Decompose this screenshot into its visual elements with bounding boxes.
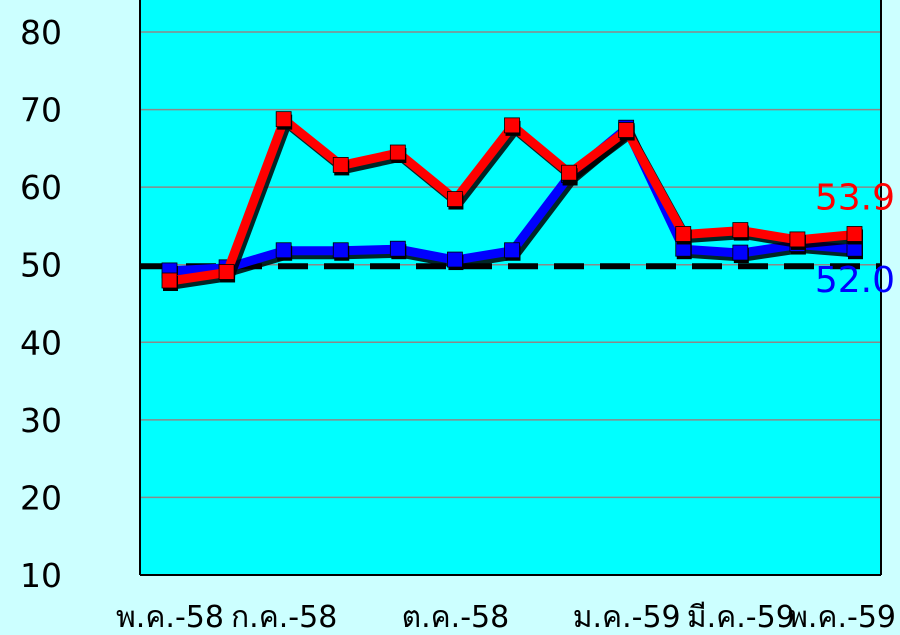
y-tick-labels: 10 20 30 40 50 60 70 80: [20, 13, 62, 595]
series-0-marker-6: [504, 242, 520, 259]
y-tick-label-60: 60: [20, 168, 62, 207]
x-tick-label-1: ก.ค.-58: [231, 600, 337, 635]
series-1-marker-2: [275, 111, 292, 128]
series-1-marker-1: [218, 264, 235, 280]
series-1-marker-3: [332, 157, 349, 173]
series-1-marker-8: [618, 122, 635, 138]
series-group: [161, 111, 863, 292]
series-1-marker-7: [561, 164, 577, 181]
axes: [139, 0, 882, 576]
y-tick-label-10: 10: [20, 556, 62, 595]
x-tick-label-0: พ.ค.-58: [116, 600, 224, 635]
series-1-end-label: 53.9: [815, 177, 895, 218]
series-1-marker-6: [504, 117, 520, 134]
x-tick-label-5: พ.ค.-59: [788, 600, 896, 635]
series-1-marker-11: [789, 231, 806, 248]
series-0-marker-5: [447, 251, 463, 268]
data-labels: 52.0 53.9: [815, 177, 895, 301]
series-1-marker-5: [447, 191, 463, 207]
y-tick-label-30: 30: [20, 401, 62, 440]
x-tick-label-3: ม.ค.-59: [573, 600, 681, 635]
series-1-marker-10: [732, 222, 749, 238]
series-0-marker-3: [332, 242, 349, 259]
series-0-marker-4: [389, 240, 406, 257]
x-tick-label-2: ต.ค.-58: [402, 600, 510, 635]
y-tick-label-70: 70: [20, 91, 62, 130]
series-0-marker-10: [732, 244, 749, 261]
plot-area: [140, 0, 881, 575]
x-tick-label-4: มี.ค.-59: [687, 600, 795, 635]
y-tick-label-80: 80: [20, 13, 62, 52]
y-tick-label-20: 20: [20, 478, 62, 517]
series-1-marker-4: [389, 144, 406, 161]
series-0-end-label: 52.0: [815, 260, 895, 301]
x-tick-labels: พ.ค.-58 ก.ค.-58 ต.ค.-58 ม.ค.-59 มี.ค.-59พ.ค.…: [116, 600, 896, 635]
y-tick-label-40: 40: [20, 323, 62, 362]
series-0-marker-2: [275, 242, 292, 259]
series-1-marker-0: [161, 272, 178, 289]
series-1-marker-12: [846, 226, 863, 242]
y-tick-label-50: 50: [20, 246, 62, 285]
series-1-marker-9: [675, 226, 692, 242]
